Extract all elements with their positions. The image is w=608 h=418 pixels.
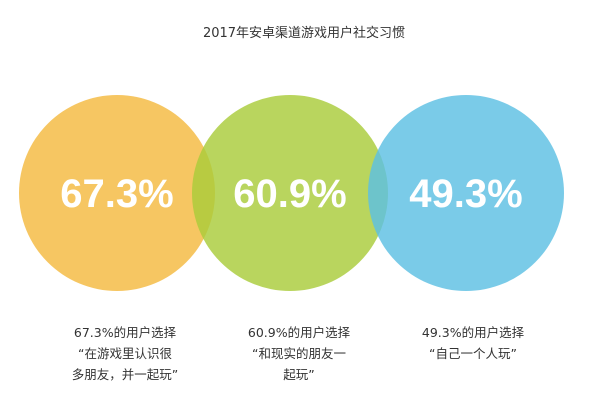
caption-set-2: 60.9%的用户选择 “和现实的朋友一 起玩” — [247, 325, 351, 382]
circle-set-2 — [192, 95, 388, 291]
value-label-set-2: 60.9% — [233, 172, 346, 216]
value-label-set-3: 49.3% — [409, 172, 522, 216]
caption-set-3: 49.3%的用户选择 “自己一个人玩” — [421, 325, 525, 361]
circle-set-3 — [368, 95, 564, 291]
value-label-set-1: 67.3% — [60, 172, 173, 216]
caption-set-1: 67.3%的用户选择 “在游戏里认识很 多朋友，并一起玩” — [71, 325, 179, 382]
circle-set-1 — [19, 95, 215, 291]
chart-title: 2017年安卓渠道游戏用户社交习惯 — [202, 26, 406, 41]
